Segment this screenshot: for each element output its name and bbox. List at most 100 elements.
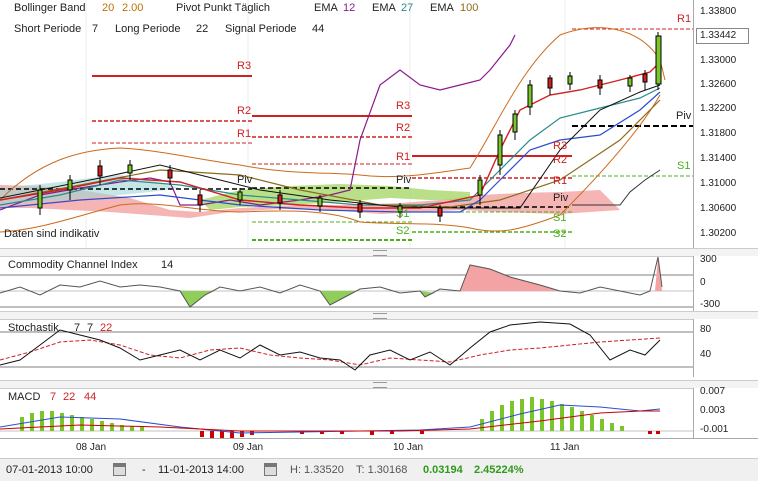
bollinger-lower	[0, 94, 661, 233]
cci-title: Commodity Channel Index	[8, 259, 138, 271]
start-date: 07-01-2013 10:00	[6, 464, 93, 476]
pivot-label-r1-day3: R1	[553, 175, 568, 187]
pivot-label-piv-day2: Piv	[396, 174, 412, 186]
stochastic-tick: 80	[700, 324, 712, 335]
grip-icon	[373, 313, 387, 319]
price-step-line	[572, 169, 661, 206]
price-tick: 1.32200	[700, 103, 737, 114]
pivot-label-r3-day3: R3	[553, 140, 568, 152]
low-value: T: 1.30168	[356, 464, 408, 476]
change-absolute: 0.03194	[423, 464, 463, 476]
change-percent: 2.45224%	[474, 464, 524, 476]
cci-tick: 300	[700, 254, 717, 265]
legend-bollinger-label: Bollinger Band	[14, 2, 86, 14]
macd-title: MACD	[8, 391, 41, 403]
macd-tick: 0.007	[700, 386, 726, 397]
stochastic-panel[interactable]: Stochastik 7 7 22	[0, 319, 693, 378]
legend-bollinger-p2: 2.00	[122, 2, 144, 14]
legend-bollinger-p1: 20	[102, 2, 115, 14]
cloud-area-red	[0, 185, 620, 218]
pivot-label-r3-day2: R3	[396, 100, 411, 112]
cci-panel[interactable]: Commodity Channel Index 14	[0, 256, 693, 312]
price-chart-panel[interactable]: Bollinger Band 20 2.00 Pivot Punkt Tägli…	[0, 0, 693, 248]
price-tick: 1.33000	[700, 55, 737, 66]
legend-ema3-val: 100	[460, 2, 479, 14]
pivot-label-r2-day3: R2	[553, 154, 568, 166]
price-tick: 1.30600	[700, 203, 737, 214]
ema-27-line	[0, 87, 661, 206]
macd-tick: 0.003	[700, 405, 726, 416]
footer-bar: 07-01-2013 10:00 - 11-01-2013 14:00 H: 1…	[0, 458, 758, 481]
macd-axis: 0.007 0.003 -0.001	[693, 386, 758, 438]
price-tick: 1.30200	[700, 228, 737, 239]
legend-signal-val: 44	[312, 23, 325, 35]
macd-p2: 22	[63, 391, 76, 403]
time-tick: 10 Jan	[393, 442, 424, 453]
pivot-label-r2-day2: R2	[396, 122, 411, 134]
pivot-label-r1-day1: R1	[237, 128, 252, 140]
indicative-note: Daten sind indikativ	[4, 228, 100, 240]
pivot-lines	[0, 28, 693, 241]
macd-canvas	[0, 397, 693, 439]
legend-pivot-label: Pivot Punkt Täglich	[176, 2, 270, 14]
macd-panel[interactable]: MACD 7 22 44	[0, 388, 693, 439]
pivot-label-s1-day4: S1	[677, 160, 691, 172]
price-tick: 1.31800	[700, 128, 737, 139]
current-price-marker: 1.33442	[696, 28, 749, 44]
stochastic-axis: 80 40	[693, 319, 758, 377]
calendar-icon[interactable]	[113, 463, 126, 476]
legend-ema3-label: EMA	[430, 2, 454, 14]
pivot-label-s2-day3: S2	[553, 228, 567, 240]
cci-period: 14	[161, 259, 174, 271]
legend-short-label: Short Periode	[14, 23, 82, 35]
time-tick: 08 Jan	[76, 442, 107, 453]
cci-canvas	[0, 257, 693, 308]
pivot-label-piv-day3: Piv	[553, 192, 569, 204]
cci-tick: 0	[700, 277, 706, 288]
stochastic-tick: 40	[700, 349, 712, 360]
pivot-label-r2-day1: R2	[237, 105, 252, 117]
end-date: 11-01-2013 14:00	[158, 464, 245, 476]
time-tick: 11 Jan	[550, 442, 580, 453]
stochastic-p2: 7	[87, 322, 94, 334]
high-value: H: 1.33520	[290, 464, 344, 476]
pivot-label-piv-day4: Piv	[676, 110, 692, 122]
stochastic-canvas	[0, 321, 693, 371]
price-tick: 1.32600	[700, 79, 737, 90]
legend-ema1-val: 12	[343, 2, 356, 14]
bollinger-upper	[0, 27, 666, 201]
legend-ema2-val: 27	[401, 2, 414, 14]
macd-p3: 44	[84, 391, 97, 403]
price-tick: 1.33800	[700, 6, 737, 17]
pivot-label-piv-day1: Piv	[237, 174, 253, 186]
pivot-label-s2-day2: S2	[396, 225, 410, 237]
stochastic-p1: 7	[74, 322, 81, 334]
pivot-label-r1-day2: R1	[396, 151, 411, 163]
legend-ema2-label: EMA	[372, 2, 396, 14]
legend-ema1-label: EMA	[314, 2, 338, 14]
pivot-label-s1-day2: S1	[396, 208, 410, 220]
grip-icon	[373, 250, 387, 256]
price-chart-canvas	[0, 0, 693, 248]
macd-tick: -0.001	[700, 424, 729, 435]
price-tick: 1.31000	[700, 178, 737, 189]
price-tick: 1.31400	[700, 153, 737, 164]
time-tick: 09 Jan	[233, 442, 264, 453]
cci-axis: 300 0 -300	[693, 254, 758, 311]
cci-tick: -300	[700, 299, 721, 310]
stochastic-p3: 22	[100, 322, 113, 334]
legend-long-label: Long Periode	[115, 23, 181, 35]
date-separator: -	[142, 464, 146, 476]
legend-signal-label: Signal Periode	[225, 23, 297, 35]
pivot-label-s1-day3: S1	[553, 212, 567, 224]
signal-line-blue	[0, 91, 661, 213]
calendar-icon[interactable]	[264, 463, 277, 476]
grip-icon	[373, 382, 387, 388]
legend-short-val: 7	[92, 23, 99, 35]
pivot-label-r1-day4: R1	[677, 13, 692, 25]
time-axis: 08 Jan 09 Jan 10 Jan 11 Jan	[0, 438, 758, 459]
legend-long-val: 22	[196, 23, 209, 35]
pivot-label-r3-day1: R3	[237, 60, 252, 72]
candlesticks	[37, 32, 662, 222]
stochastic-title: Stochastik	[8, 322, 59, 334]
